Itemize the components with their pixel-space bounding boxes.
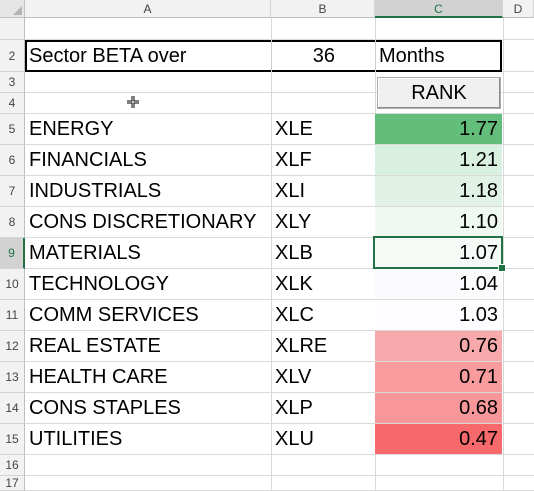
beta-value-cell[interactable]: 1.10	[375, 207, 502, 237]
fill-handle[interactable]	[498, 264, 506, 272]
ticker-cell[interactable]: XLF	[275, 148, 312, 171]
column-gridline	[503, 18, 504, 491]
ticker-cell[interactable]: XLV	[275, 365, 312, 388]
row-header-16[interactable]: 16	[0, 455, 25, 476]
sector-name-cell[interactable]: FINANCIALS	[29, 148, 147, 171]
title-label-cell[interactable]: Sector BETA over	[29, 44, 187, 67]
beta-value-cell[interactable]: 0.47	[375, 424, 502, 454]
months-value-cell[interactable]: 36	[312, 44, 335, 67]
sector-name-cell[interactable]: CONS DISCRETIONARY	[29, 210, 257, 233]
move-cursor-icon	[127, 96, 139, 108]
row-gridline	[25, 454, 534, 455]
column-header-b[interactable]: B	[271, 0, 375, 18]
row-gridline	[25, 237, 534, 238]
row-gridline	[25, 113, 534, 114]
sector-name-cell[interactable]: REAL ESTATE	[29, 334, 161, 357]
row-header-2[interactable]: 2	[0, 40, 25, 72]
row-header-3[interactable]: 3	[0, 72, 25, 93]
row-gridline	[25, 206, 534, 207]
sector-name-cell[interactable]: ENERGY	[29, 117, 114, 140]
row-header-4[interactable]: 4	[0, 93, 25, 114]
beta-value-cell[interactable]: 0.76	[375, 331, 502, 361]
ticker-cell[interactable]: XLB	[275, 241, 313, 264]
row-header-13[interactable]: 13	[0, 362, 25, 393]
sector-name-cell[interactable]: INDUSTRIALS	[29, 179, 162, 202]
ticker-cell[interactable]: XLC	[275, 303, 314, 326]
row-header-9[interactable]: 9	[0, 238, 25, 269]
months-unit-cell[interactable]: Months	[379, 44, 445, 67]
row-gridline	[25, 39, 534, 40]
row-header-5[interactable]: 5	[0, 114, 25, 145]
beta-value-cell[interactable]: 0.71	[375, 362, 502, 392]
ticker-cell[interactable]: XLRE	[275, 334, 328, 357]
title-row-divider	[271, 40, 272, 72]
beta-value-cell[interactable]: 1.04	[375, 269, 502, 299]
row-gridline	[25, 144, 534, 145]
row-gridline	[25, 92, 534, 93]
rank-button[interactable]: RANK	[377, 77, 501, 109]
row-gridline	[25, 423, 534, 424]
title-row-border	[25, 40, 502, 72]
beta-value-cell[interactable]: 1.07	[375, 238, 502, 268]
sector-name-cell[interactable]: TECHNOLOGY	[29, 272, 170, 295]
ticker-cell[interactable]: XLU	[275, 427, 314, 450]
row-gridline	[25, 475, 534, 476]
select-all-corner[interactable]	[0, 0, 25, 18]
ticker-cell[interactable]: XLI	[275, 179, 306, 202]
row-gridline	[25, 175, 534, 176]
ticker-cell[interactable]: XLE	[275, 117, 313, 140]
row-header-12[interactable]: 12	[0, 331, 25, 362]
ticker-cell[interactable]: XLK	[275, 272, 313, 295]
beta-value-cell[interactable]: 1.21	[375, 145, 502, 175]
row-header-8[interactable]: 8	[0, 207, 25, 238]
row-header-1[interactable]	[0, 18, 25, 40]
column-header-a[interactable]: A	[25, 0, 271, 18]
sector-name-cell[interactable]: MATERIALS	[29, 241, 141, 264]
beta-value-cell[interactable]: 1.18	[375, 176, 502, 206]
row-header-11[interactable]: 11	[0, 300, 25, 331]
beta-value-cell[interactable]: 1.77	[375, 114, 502, 144]
row-gridline	[25, 392, 534, 393]
beta-value-cell[interactable]: 1.03	[375, 300, 502, 330]
row-header-14[interactable]: 14	[0, 393, 25, 424]
row-header-6[interactable]: 6	[0, 145, 25, 176]
sector-name-cell[interactable]: HEALTH CARE	[29, 365, 168, 388]
row-gridline	[25, 361, 534, 362]
ticker-cell[interactable]: XLP	[275, 396, 313, 419]
ticker-cell[interactable]: XLY	[275, 210, 312, 233]
row-header-7[interactable]: 7	[0, 176, 25, 207]
column-header-d[interactable]: D	[503, 0, 534, 18]
beta-value-cell[interactable]: 0.68	[375, 393, 502, 423]
row-gridline	[25, 299, 534, 300]
row-gridline	[25, 268, 534, 269]
row-header-15[interactable]: 15	[0, 424, 25, 455]
title-row-divider	[375, 40, 376, 72]
sector-name-cell[interactable]: CONS STAPLES	[29, 396, 181, 419]
row-header-10[interactable]: 10	[0, 269, 25, 300]
sector-name-cell[interactable]: UTILITIES	[29, 427, 123, 450]
column-header-c[interactable]: C	[375, 0, 503, 18]
column-gridline	[271, 18, 272, 491]
sector-name-cell[interactable]: COMM SERVICES	[29, 303, 199, 326]
row-header-17[interactable]: 17	[0, 476, 25, 491]
row-gridline	[25, 330, 534, 331]
